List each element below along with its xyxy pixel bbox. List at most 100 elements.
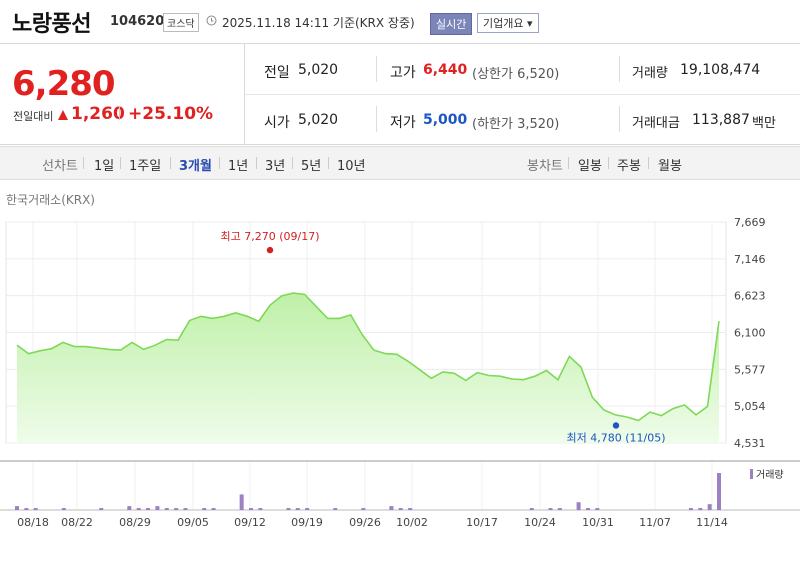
price-box: 6,280 전일대비 1,260 +25.10%	[0, 44, 245, 144]
price-summary: 6,280 전일대비 1,260 +25.10% 전일 5,020 시가 5,0…	[0, 43, 800, 145]
upper-limit: (상한가 6,520)	[472, 67, 560, 82]
price-chart: 7,669 7,146 6,623 6,100 5,577 5,054 4,531 08/18…	[0, 216, 800, 529]
candle-monthly[interactable]: 월봉	[658, 159, 682, 174]
x-tick-label: 08/29	[119, 516, 151, 529]
x-tick-label: 08/18	[17, 516, 49, 529]
lower-limit: (하한가 3,520)	[472, 117, 560, 132]
open-value: 5,020	[298, 112, 339, 128]
company-overview-button[interactable]: 기업개요 ▾	[477, 13, 539, 33]
volume-bar	[305, 508, 310, 510]
high-annotation: 최고 7,270 (09/17)	[220, 230, 319, 243]
volume-bar	[164, 508, 169, 510]
y-tick-label: 6,100	[734, 327, 766, 340]
price-line	[16, 292, 720, 422]
volume-bar	[408, 508, 413, 510]
volume-bar	[33, 508, 38, 510]
y-tick-label: 4,531	[734, 437, 766, 450]
high-value: 6,440	[423, 62, 468, 78]
volume-bar	[258, 508, 263, 510]
low-marker	[612, 422, 620, 429]
volume-bar	[333, 508, 338, 510]
low-value: 5,000	[423, 112, 468, 128]
period-5y[interactable]: 5년	[301, 159, 322, 174]
x-tick-label: 08/22	[61, 516, 93, 529]
volume-bar	[146, 508, 151, 510]
x-tick-label: 09/05	[177, 516, 209, 529]
volume-bar	[717, 473, 721, 510]
volume-value: 19,108,474	[680, 62, 761, 78]
period-1y[interactable]: 1년	[228, 159, 249, 174]
volume-bar	[585, 508, 590, 510]
volume-bar	[211, 508, 216, 510]
volume-bar	[136, 508, 141, 510]
volume-bar	[548, 508, 553, 510]
period-1w[interactable]: 1주일	[129, 159, 162, 174]
period-10y[interactable]: 10년	[337, 159, 366, 174]
volume-bar	[61, 508, 66, 510]
market-badge: 코스닥	[163, 13, 199, 32]
volume-bar	[688, 508, 693, 510]
volume-bar	[707, 504, 712, 510]
stock-name: 노랑풍선	[12, 12, 91, 37]
amount-value: 113,887	[692, 112, 750, 128]
volume-bar	[155, 506, 160, 510]
clock-icon	[206, 15, 217, 26]
volume-bar	[286, 508, 291, 510]
x-tick-label: 11/07	[639, 516, 671, 529]
volume-bar	[99, 508, 104, 510]
volume-bar	[595, 508, 600, 510]
divider	[619, 106, 620, 132]
volume-bar	[529, 508, 534, 510]
low-label: 저가	[390, 115, 416, 131]
candle-chart-label: 봉차트	[527, 159, 563, 174]
volume-bar	[389, 506, 394, 510]
y-tick-label: 7,146	[734, 253, 766, 266]
volume-bar	[239, 494, 244, 510]
volume-bar	[202, 508, 207, 510]
volume-bar	[576, 502, 581, 510]
period-1d[interactable]: 1일	[94, 159, 115, 174]
x-tick-label: 11/14	[696, 516, 728, 529]
up-triangle-icon	[58, 110, 68, 120]
divider	[376, 56, 377, 82]
high-marker	[266, 246, 274, 254]
divider	[376, 106, 377, 132]
y-tick-label: 5,054	[734, 400, 766, 413]
candle-weekly[interactable]: 주봉	[617, 159, 641, 174]
line-chart-label: 선차트	[42, 159, 78, 174]
volume-bar	[698, 508, 703, 510]
amount-label: 거래대금	[632, 116, 680, 131]
x-tick-label: 10/02	[396, 516, 428, 529]
candle-daily[interactable]: 일봉	[578, 159, 602, 174]
period-3y[interactable]: 3년	[265, 159, 286, 174]
volume-bar	[557, 508, 562, 510]
realtime-button[interactable]: 실시간	[430, 13, 473, 35]
x-tick-label: 09/12	[234, 516, 266, 529]
diff-value: 1,260	[71, 104, 125, 124]
x-tick-label: 09/19	[291, 516, 323, 529]
diff-label: 전일대비	[13, 110, 54, 123]
y-tick-label: 7,669	[734, 216, 766, 229]
volume-bar	[183, 508, 188, 510]
volume-legend-swatch	[750, 469, 753, 479]
volume-bar	[24, 508, 29, 510]
price-area	[17, 293, 719, 443]
volume-bar	[15, 506, 19, 510]
x-tick-label: 10/24	[524, 516, 556, 529]
timestamp: 2025.11.18 14:11 기준(KRX 장중)	[222, 16, 415, 30]
y-tick-label: 6,623	[734, 290, 766, 303]
y-tick-label: 5,577	[734, 363, 766, 376]
x-tick-label: 10/31	[582, 516, 614, 529]
volume-label: 거래량	[632, 66, 668, 81]
volume-bar	[361, 508, 366, 510]
period-3m[interactable]: 3개월	[179, 159, 212, 174]
volume-bar	[295, 508, 300, 510]
low-annotation: 최저 4,780 (11/05)	[566, 431, 665, 444]
stock-header: 노랑풍선 104620 코스닥 2025.11.18 14:11 기준(KRX …	[0, 0, 800, 42]
x-tick-label: 10/17	[466, 516, 498, 529]
current-price: 6,280	[12, 64, 116, 104]
open-label: 시가	[264, 115, 290, 131]
prev-close-label: 전일	[264, 65, 290, 81]
divider	[619, 56, 620, 82]
volume-legend: 거래량	[756, 469, 784, 481]
